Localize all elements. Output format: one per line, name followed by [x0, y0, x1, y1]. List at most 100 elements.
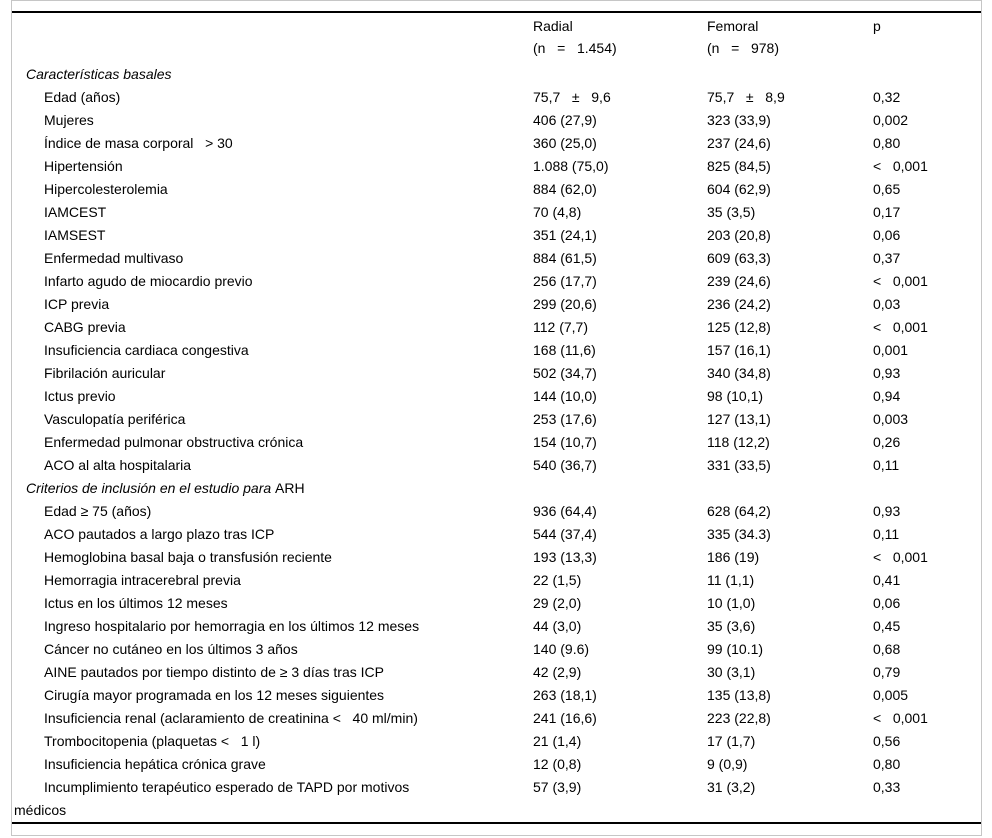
table-section: Características basales Edad (años) 75,7… — [12, 63, 981, 477]
row-label: Edad (años) — [44, 89, 121, 105]
radial-value: 70 (4,8) — [533, 204, 582, 220]
p-value: 0,94 — [873, 388, 901, 404]
radial-value: 22 (1,5) — [533, 572, 582, 588]
radial-value: 299 (20,6) — [533, 296, 597, 312]
radial-value: 884 (62,0) — [533, 181, 597, 197]
table-row: ICP previa 299 (20,6) 236 (24,2) 0,03 — [12, 293, 981, 316]
femoral-value: 35 (3,6) — [707, 618, 756, 634]
p-value: 0,06 — [873, 595, 901, 611]
table-row: AINE pautados por tiempo distinto de ≥ 3… — [12, 661, 981, 684]
table-row: ACO al alta hospitalaria 540 (36,7) 331 … — [12, 454, 981, 477]
section-title-row: Características basales — [12, 63, 981, 86]
femoral-value: 118 (12,2) — [707, 434, 770, 450]
femoral-value: 125 (12,8) — [707, 319, 771, 335]
row-label: Incumplimiento terapéutico esperado de T… — [14, 779, 410, 818]
p-value: 0,80 — [873, 135, 901, 151]
radial-value: 42 (2,9) — [533, 664, 582, 680]
header-spacer — [12, 15, 533, 59]
radial-value: 406 (27,9) — [533, 112, 597, 128]
row-label: Fibrilación auricular — [44, 365, 166, 381]
p-value: 0,002 — [873, 112, 909, 128]
row-label: Trombocitopenia (plaquetas < 1 l) — [44, 733, 261, 749]
row-label: Hipercolesterolemia — [44, 181, 168, 197]
row-label: AINE pautados por tiempo distinto de ≥ 3… — [44, 664, 384, 680]
table-row: Trombocitopenia (plaquetas < 1 l) 21 (1,… — [12, 730, 981, 753]
row-label: Hipertensión — [44, 158, 123, 174]
femoral-value: 340 (34,8) — [707, 365, 771, 381]
radial-value: 884 (61,5) — [533, 250, 597, 266]
p-value: 0,45 — [873, 618, 901, 634]
p-value: 0,11 — [873, 457, 900, 473]
table-row: Vasculopatía periférica 253 (17,6) 127 (… — [12, 408, 981, 431]
table-row: Infarto agudo de miocardio previo 256 (1… — [12, 270, 981, 293]
radial-value: 193 (13,3) — [533, 549, 597, 565]
femoral-value: 11 (1,1) — [707, 572, 755, 588]
radial-value: 263 (18,1) — [533, 687, 597, 703]
p-value: 0,001 — [873, 342, 909, 358]
femoral-value: 628 (64,2) — [707, 503, 771, 519]
radial-value: 256 (17,7) — [533, 273, 597, 289]
radial-value: 241 (16,6) — [533, 710, 597, 726]
radial-value: 140 (9.6) — [533, 641, 590, 657]
table-body: Características basales Edad (años) 75,7… — [12, 63, 981, 822]
row-label: Infarto agudo de miocardio previo — [44, 273, 253, 289]
row-label: ICP previa — [44, 296, 110, 312]
section-title-italic: Criterios de inclusión en el estudio par… — [26, 480, 276, 496]
table-section: Criterios de inclusión en el estudio par… — [12, 477, 981, 822]
radial-value: 936 (64,4) — [533, 503, 597, 519]
p-value: 0,65 — [873, 181, 901, 197]
p-value: < 0,001 — [873, 319, 928, 335]
femoral-value: 609 (63,3) — [707, 250, 771, 266]
radial-value: 544 (37,4) — [533, 526, 597, 542]
femoral-value: 223 (22,8) — [707, 710, 771, 726]
row-label: Enfermedad pulmonar obstructiva crónica — [44, 434, 304, 450]
section-rows: Edad (años) 75,7 ± 9,6 75,7 ± 8,9 0,32 M… — [12, 86, 981, 477]
femoral-value: 30 (3,1) — [707, 664, 756, 680]
row-label: Hemorragia intracerebral previa — [44, 572, 241, 588]
table-row: ACO pautados a largo plazo tras ICP 544 … — [12, 523, 981, 546]
radial-value: 12 (0,8) — [533, 756, 582, 772]
table-header-row: Radial (n = 1.454) Femoral (n = 978) p — [12, 13, 981, 59]
femoral-value: 98 (10,1) — [707, 388, 764, 404]
table-row: Insuficiencia renal (aclaramiento de cre… — [12, 707, 981, 730]
row-label: Mujeres — [44, 112, 94, 128]
row-label: Ingreso hospitalario por hemorragia en l… — [44, 618, 420, 634]
p-value: 0,26 — [873, 434, 901, 450]
table-row: Cáncer no cutáneo en los últimos 3 años … — [12, 638, 981, 661]
section-title-row: Criterios de inclusión en el estudio par… — [12, 477, 981, 500]
p-value: 0,005 — [873, 687, 909, 703]
section-title-italic: Características basales — [26, 66, 172, 82]
radial-value: 1.088 (75,0) — [533, 158, 609, 174]
table-row: Hipercolesterolemia 884 (62,0) 604 (62,9… — [12, 178, 981, 201]
femoral-value: 9 (0,9) — [707, 756, 748, 772]
table-row: Incumplimiento terapéutico esperado de T… — [12, 776, 981, 822]
p-value: 0,41 — [873, 572, 901, 588]
table-row: Mujeres 406 (27,9) 323 (33,9) 0,002 — [12, 109, 981, 132]
p-value: < 0,001 — [873, 549, 928, 565]
table-row: Edad (años) 75,7 ± 9,6 75,7 ± 8,9 0,32 — [12, 86, 981, 109]
femoral-value: 10 (1,0) — [707, 595, 756, 611]
table-row: Enfermedad multivaso 884 (61,5) 609 (63,… — [12, 247, 981, 270]
femoral-value: 75,7 ± 8,9 — [707, 89, 785, 105]
row-label: CABG previa — [44, 319, 126, 335]
row-label: Edad ≥ 75 (años) — [44, 503, 152, 519]
femoral-value: 157 (16,1) — [707, 342, 771, 358]
table-row: IAMCEST 70 (4,8) 35 (3,5) 0,17 — [12, 201, 981, 224]
radial-value: 44 (3,0) — [533, 618, 582, 634]
table-row: Índice de masa corporal > 30 360 (25,0) … — [12, 132, 981, 155]
table-row: Ictus previo 144 (10,0) 98 (10,1) 0,94 — [12, 385, 981, 408]
row-label: Ictus previo — [44, 388, 116, 404]
femoral-value: 239 (24,6) — [707, 273, 771, 289]
table-row: Enfermedad pulmonar obstructiva crónica … — [12, 431, 981, 454]
table-row: Fibrilación auricular 502 (34,7) 340 (34… — [12, 362, 981, 385]
femoral-value: 17 (1,7) — [707, 733, 756, 749]
p-value: < 0,001 — [873, 273, 928, 289]
table-row: Cirugía mayor programada en los 12 meses… — [12, 684, 981, 707]
row-label: ACO pautados a largo plazo tras ICP — [44, 526, 275, 542]
header-p: p — [873, 18, 881, 34]
p-value: < 0,001 — [873, 710, 928, 726]
table-top-rule — [12, 11, 981, 13]
femoral-value: 31 (3,2) — [707, 779, 756, 795]
table-row: Hipertensión 1.088 (75,0) 825 (84,5) < 0… — [12, 155, 981, 178]
